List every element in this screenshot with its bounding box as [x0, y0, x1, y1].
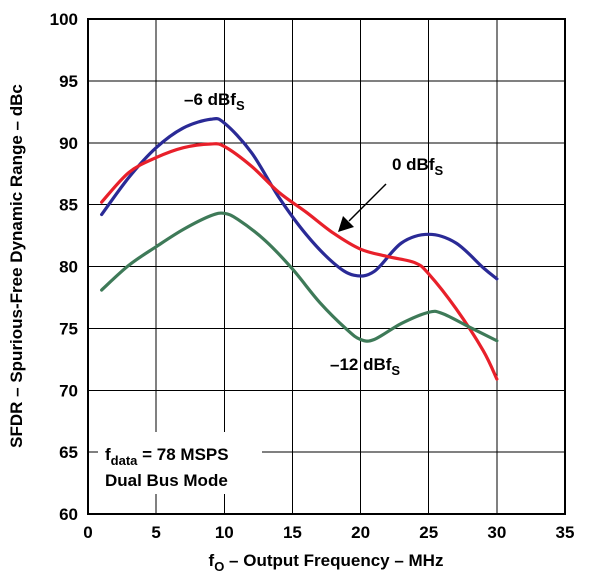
- series-line-minus6-dbfs: [100, 116, 499, 281]
- annotation-minus12-dbfs: –12 dBfS: [330, 355, 400, 378]
- x-tick-label: 15: [283, 523, 302, 542]
- annotation-0-dbfs: 0 dBfS: [392, 155, 444, 178]
- x-tick-label: 30: [487, 523, 506, 542]
- y-tick-label: 70: [59, 381, 78, 400]
- y-tick-label: 65: [59, 443, 78, 462]
- x-tick-label: 10: [215, 523, 234, 542]
- y-tick-label: 60: [59, 505, 78, 524]
- x-tick-label: 20: [351, 523, 370, 542]
- arrow-0-dbfs: [338, 183, 387, 232]
- y-tick-label: 80: [59, 258, 78, 277]
- x-axis-title: fO – Output Frequency – MHz: [209, 551, 444, 574]
- series-line-0-dbfs: [100, 142, 499, 381]
- annotation-mode: Dual Bus Mode: [105, 471, 228, 490]
- annotation-minus6-dbfs: –6 dBfS: [184, 90, 245, 113]
- info-box: [98, 432, 262, 494]
- x-tick-label: 0: [83, 523, 92, 542]
- x-tick-labels: 0 5 10 15 20 25 30 35: [83, 523, 574, 542]
- series-layer: [100, 116, 499, 381]
- y-tick-label: 95: [59, 72, 78, 91]
- y-tick-label: 100: [50, 10, 78, 29]
- plot-frame: [87, 18, 566, 515]
- y-tick-label: 85: [59, 196, 78, 215]
- y-axis-title: SFDR – Spurious-Free Dynamic Range – dBc: [7, 84, 26, 448]
- x-tick-label: 5: [151, 523, 160, 542]
- y-tick-label: 75: [59, 319, 78, 338]
- x-tick-label: 25: [419, 523, 438, 542]
- series-line-minus12-dbfs: [100, 211, 499, 343]
- grid: [88, 19, 565, 514]
- y-tick-labels: 60 65 70 75 80 85 90 95 100: [50, 10, 78, 524]
- x-tick-label: 35: [556, 523, 575, 542]
- annotation-fdata: fdata = 78 MSPS: [105, 445, 229, 468]
- y-tick-label: 90: [59, 134, 78, 153]
